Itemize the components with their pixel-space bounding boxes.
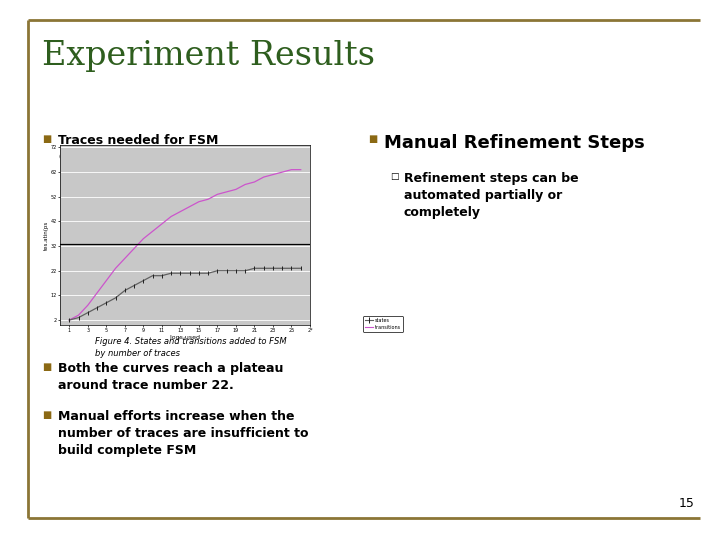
Text: Figure 4. States and transitions added to FSM
by number of traces: Figure 4. States and transitions added t… bbox=[95, 337, 287, 358]
Text: Manual efforts increase when the
number of traces are insufficient to
build comp: Manual efforts increase when the number … bbox=[58, 410, 308, 457]
Text: Manual Refinement Steps: Manual Refinement Steps bbox=[384, 134, 644, 152]
Text: Refinement steps can be
automated partially or
completely: Refinement steps can be automated partia… bbox=[404, 172, 579, 219]
Legend: states, transitions: states, transitions bbox=[364, 316, 402, 332]
X-axis label: logs used: logs used bbox=[170, 335, 200, 340]
Text: Traces needed for FSM
Construction: Traces needed for FSM Construction bbox=[58, 134, 218, 164]
Text: ■: ■ bbox=[368, 134, 377, 144]
Text: ■: ■ bbox=[42, 362, 51, 372]
Text: ■: ■ bbox=[42, 134, 51, 144]
Text: 15: 15 bbox=[679, 497, 695, 510]
Text: Both the curves reach a plateau
around trace number 22.: Both the curves reach a plateau around t… bbox=[58, 362, 284, 392]
Text: Experiment Results: Experiment Results bbox=[42, 40, 375, 72]
Text: □: □ bbox=[390, 172, 398, 181]
Text: ■: ■ bbox=[42, 410, 51, 420]
Y-axis label: tes.atin(ps: tes.atin(ps bbox=[44, 220, 49, 249]
